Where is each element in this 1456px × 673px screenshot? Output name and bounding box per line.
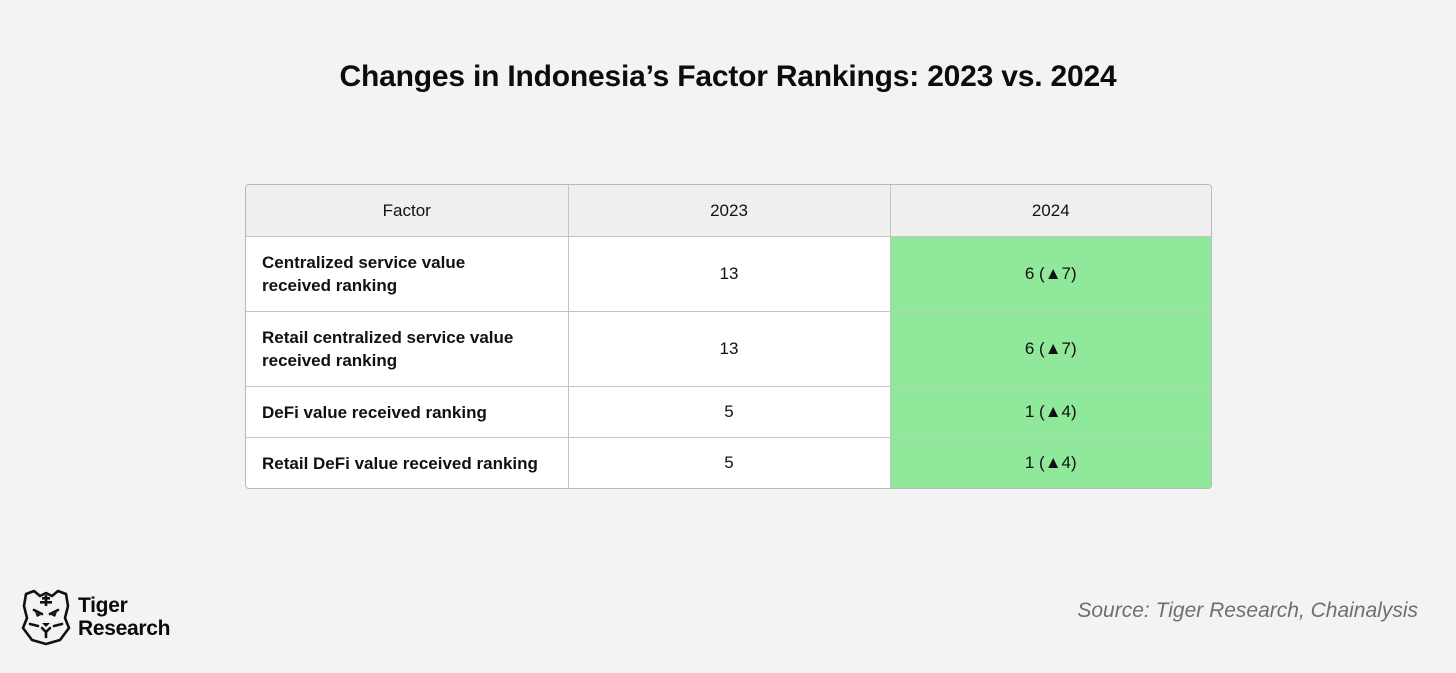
header-2024: 2024 <box>889 185 1211 237</box>
page-title: Changes in Indonesia’s Factor Rankings: … <box>339 60 1117 93</box>
factor-cell: Retail DeFi value received ranking <box>246 437 569 488</box>
value-2024-cell: 6 (▲7) <box>889 236 1211 312</box>
value-2024-cell: 1 (▲4) <box>889 386 1211 438</box>
header-2023: 2023 <box>567 185 891 237</box>
tiger-head-icon <box>21 589 71 646</box>
logo-line-1: Tiger <box>78 594 128 617</box>
table-row: Retail DeFi value received ranking 5 1 (… <box>246 437 1211 488</box>
factor-line-2: received ranking <box>262 351 398 370</box>
table-row: Centralized service value received ranki… <box>246 236 1211 312</box>
value-2023-cell: 13 <box>567 236 891 312</box>
value-2024-cell: 6 (▲7) <box>889 311 1211 387</box>
factor-cell: Centralized service value received ranki… <box>246 236 569 312</box>
factor-line-1: Centralized service value <box>262 253 466 272</box>
table-row: DeFi value received ranking 5 1 (▲4) <box>246 386 1211 438</box>
header-factor: Factor <box>246 185 569 237</box>
rankings-table: Factor 2023 2024 Centralized service val… <box>245 184 1212 489</box>
table-row: Retail centralized service value receive… <box>246 311 1211 387</box>
value-2023-cell: 13 <box>567 311 891 387</box>
tiger-research-logo: Tiger Research <box>20 588 170 646</box>
factor-line-2: received ranking <box>262 276 398 295</box>
logo-line-2: Research <box>78 617 171 640</box>
logo-wordmark: Tiger Research <box>78 594 170 640</box>
source-note: Source: Tiger Research, Chainalysis <box>1077 599 1418 622</box>
factor-cell: Retail centralized service value receive… <box>246 311 569 387</box>
value-2023-cell: 5 <box>567 437 891 488</box>
value-2024-cell: 1 (▲4) <box>889 437 1211 488</box>
value-2023-cell: 5 <box>567 386 891 438</box>
factor-line-1: Retail centralized service value <box>262 328 514 347</box>
table-header-row: Factor 2023 2024 <box>246 185 1211 237</box>
factor-cell: DeFi value received ranking <box>246 386 569 438</box>
